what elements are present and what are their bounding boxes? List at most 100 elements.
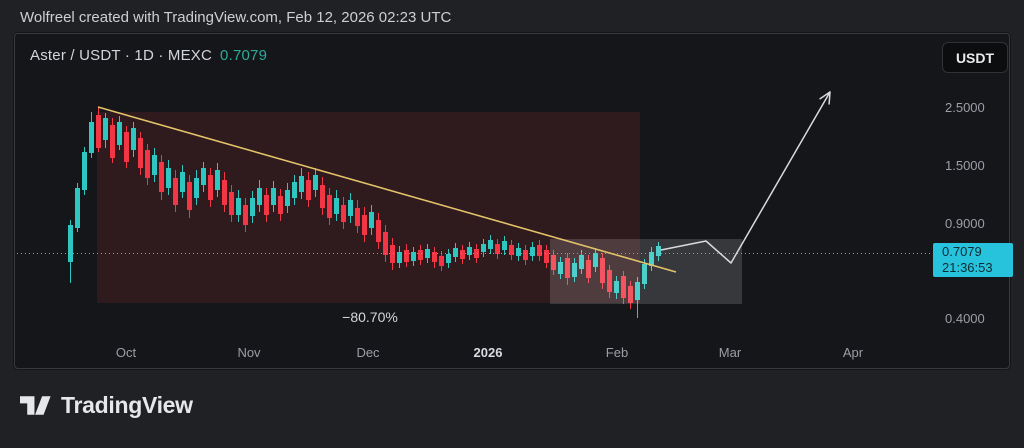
candle-body: [411, 252, 416, 261]
consolidation-box[interactable]: [550, 239, 742, 304]
price-tick: 0.9000: [945, 216, 985, 231]
price-chart-canvas[interactable]: [14, 33, 1010, 369]
candle-body: [558, 262, 563, 274]
time-tick-dec: Dec: [356, 345, 380, 360]
trendline[interactable]: [97, 106, 677, 273]
candle-body: [222, 180, 227, 205]
projection-arrowhead: [828, 91, 831, 105]
candle-body: [82, 152, 87, 190]
candle-body: [166, 168, 171, 188]
drawdown-label: −80.70%: [342, 309, 398, 325]
time-tick-nov: Nov: [237, 345, 261, 360]
candle-body: [432, 252, 437, 262]
candle-body: [236, 198, 241, 215]
price-tick: 2.5000: [945, 100, 985, 115]
candle-body: [327, 195, 332, 218]
candle-body: [453, 248, 458, 257]
candle-body: [565, 258, 570, 278]
price-tick: 0.4000: [945, 311, 985, 326]
candle-body: [376, 220, 381, 242]
candle-body: [551, 255, 556, 270]
symbol-title-text: Aster / USDT · 1D · MEXC: [30, 47, 213, 64]
candle-body: [292, 182, 297, 198]
candle-body: [502, 241, 507, 250]
time-tick-apr: Apr: [842, 345, 864, 360]
candle-body: [138, 138, 143, 168]
candle-body: [544, 250, 549, 263]
candle-body: [341, 205, 346, 222]
candle-body: [446, 254, 451, 263]
candle-body: [383, 232, 388, 255]
candle-body: [425, 249, 430, 258]
symbol-title: Aster / USDT · 1D · MEXC 0.7079: [30, 47, 267, 64]
candle-body: [649, 252, 654, 266]
candle-body: [110, 125, 115, 158]
candle-body: [614, 281, 619, 293]
candle-body: [628, 286, 633, 303]
candle-body: [306, 180, 311, 200]
candle-body: [89, 122, 94, 153]
candle-body: [390, 245, 395, 263]
candle-body: [215, 170, 220, 190]
candle-body: [250, 198, 255, 216]
candle-body: [593, 253, 598, 267]
candle-body: [439, 256, 444, 266]
candle-body: [194, 178, 199, 198]
candle-body: [495, 244, 500, 254]
candle-body: [229, 192, 234, 215]
candle-body: [271, 188, 276, 205]
candle-body: [180, 172, 185, 192]
candle-body: [621, 276, 626, 298]
candle-body: [488, 240, 493, 249]
last-price-value: 0.7079: [220, 47, 268, 64]
candle-body: [124, 132, 129, 162]
candle-body: [642, 264, 647, 284]
candle-body: [173, 178, 178, 205]
candle-body: [355, 208, 360, 226]
candle-body: [586, 260, 591, 278]
projection-arrow-line[interactable]: [660, 91, 831, 264]
candle-body: [257, 188, 262, 205]
candle-body: [481, 244, 486, 252]
candle-body: [474, 249, 479, 258]
candle-body: [418, 250, 423, 260]
candle-body: [460, 250, 465, 259]
price-tick: 1.5000: [945, 158, 985, 173]
brand-name: TradingView: [61, 392, 193, 418]
candle-body: [152, 155, 157, 175]
candle-body: [243, 205, 248, 225]
candle-body: [75, 188, 80, 228]
chart-panel: [14, 33, 1010, 369]
tradingview-logo-icon: [20, 396, 51, 415]
candle-body: [320, 185, 325, 208]
candle-body: [299, 176, 304, 192]
candle-body: [537, 245, 542, 256]
candle-body: [607, 270, 612, 292]
time-tick-feb: Feb: [605, 345, 629, 360]
candle-body: [656, 246, 661, 256]
candle-body: [348, 200, 353, 216]
time-tick-mar: Mar: [718, 345, 742, 360]
candle-body: [635, 282, 640, 300]
candle-body: [530, 247, 535, 256]
candle-body: [117, 122, 122, 145]
candle-body: [278, 196, 283, 214]
candle-body: [208, 175, 213, 200]
candle-body: [516, 248, 521, 256]
brand-footer: TradingView: [20, 392, 193, 419]
candle-body: [159, 162, 164, 192]
projection-arrowhead: [819, 91, 831, 100]
candle-body: [509, 245, 514, 255]
currency-toggle-button[interactable]: USDT: [942, 42, 1008, 73]
candle-body: [600, 258, 605, 283]
bar-countdown: 21:36:53: [942, 260, 993, 275]
candle-body: [68, 225, 73, 262]
screenshot-caption: Wolfreel created with TradingView.com, F…: [20, 9, 452, 26]
candle-body: [313, 175, 318, 190]
candle-body: [145, 150, 150, 178]
candle-body: [467, 247, 472, 255]
candle-body: [103, 118, 108, 140]
candle-body: [187, 182, 192, 210]
candle-body: [201, 168, 206, 185]
candle-body: [579, 255, 584, 269]
